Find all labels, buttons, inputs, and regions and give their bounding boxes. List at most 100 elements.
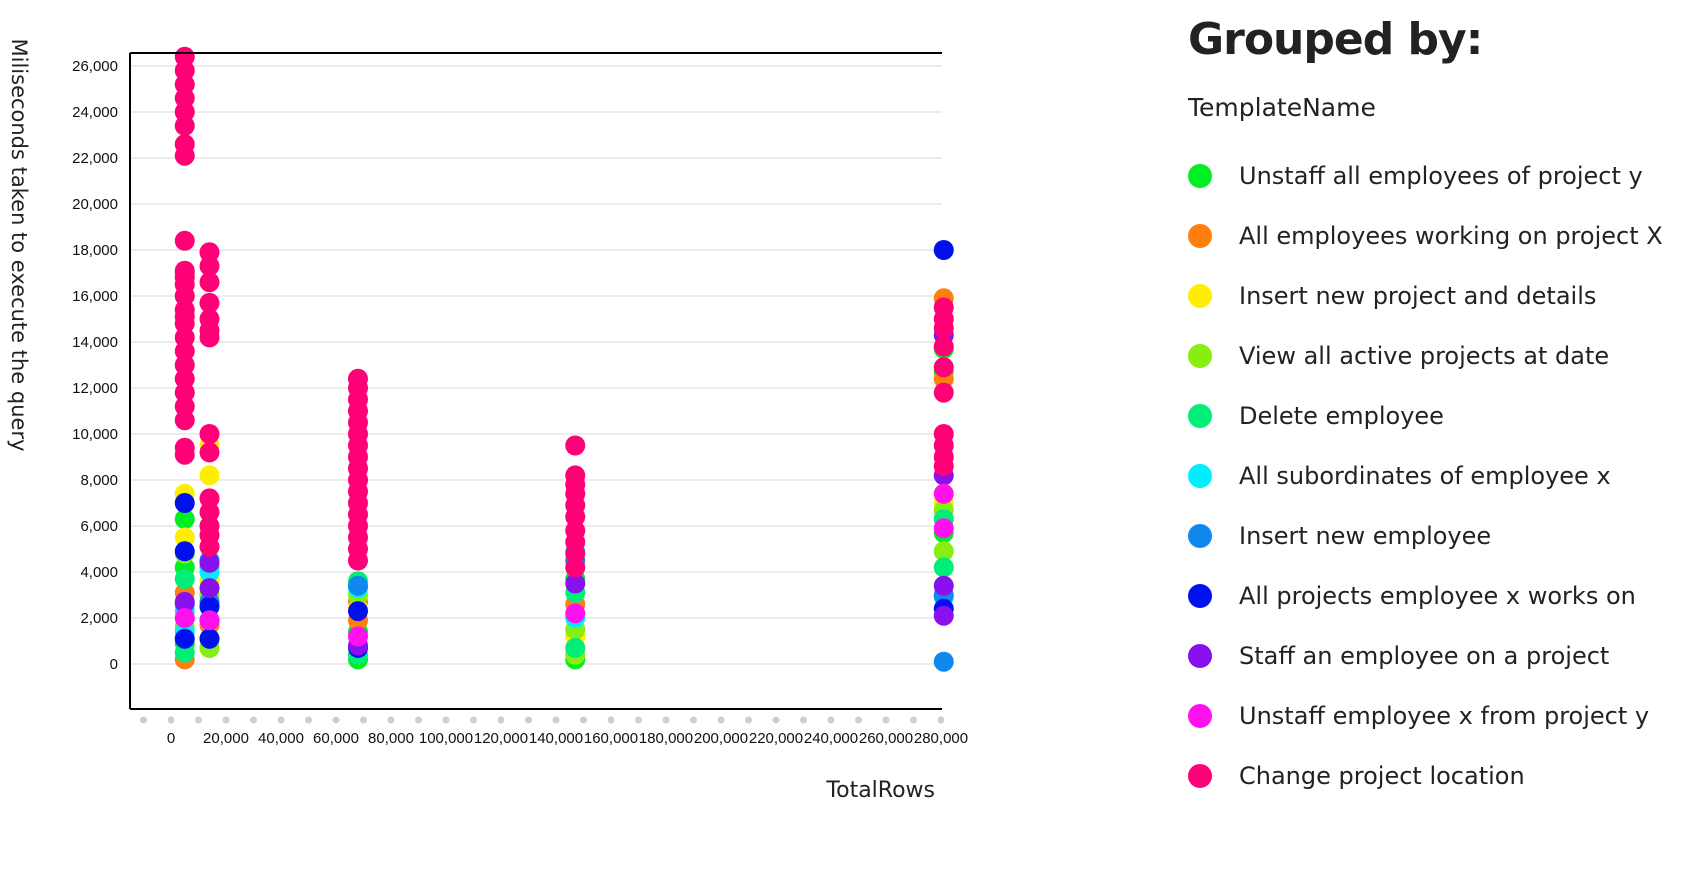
data-point (348, 601, 368, 622)
data-point (174, 230, 195, 251)
data-point (174, 341, 195, 362)
data-point (565, 435, 586, 456)
x-tick-label: 280,000 (914, 730, 968, 747)
data-point (933, 541, 954, 562)
data-point (174, 88, 195, 109)
x-tick-label: 220,000 (749, 730, 803, 747)
x-tick-dot (552, 716, 560, 724)
x-tick-dot (745, 716, 752, 724)
data-point (199, 536, 220, 557)
legend-swatch (1188, 644, 1212, 668)
x-tick-dot (277, 716, 285, 724)
legend-item[interactable]: Insert new employee (1188, 506, 1678, 566)
x-tick-dot (717, 716, 725, 724)
data-point (174, 60, 195, 81)
x-tick-label: 100,000 (419, 730, 473, 747)
x-tick-label: 40,000 (258, 730, 304, 747)
y-tick-label: 2,000 (80, 610, 118, 627)
legend-swatch (1188, 224, 1212, 248)
data-point (174, 286, 195, 306)
y-tick-label: 0 (110, 656, 118, 673)
data-point (174, 396, 195, 417)
x-tick-dot (222, 716, 230, 724)
series-group (174, 46, 954, 578)
legend-label: All projects employee x works on (1239, 582, 1636, 610)
y-tick-label: 18,000 (72, 242, 118, 259)
legend-swatch (1188, 404, 1212, 428)
grid-lines (130, 65, 942, 665)
data-point (933, 557, 954, 578)
data-point (565, 557, 586, 578)
legend-heading: Grouped by: (1188, 14, 1483, 65)
data-point (174, 382, 195, 403)
data-point (174, 74, 195, 95)
legend-item[interactable]: Unstaff employee x from project y (1188, 686, 1678, 746)
legend-label: Unstaff employee x from project y (1239, 702, 1650, 730)
series-group (174, 499, 954, 665)
y-tick-label: 8,000 (80, 472, 118, 489)
data-point (174, 591, 195, 612)
data-point (174, 541, 195, 562)
data-point (174, 493, 195, 513)
x-tick-dot (332, 716, 340, 724)
axes (129, 52, 942, 710)
data-point (565, 506, 586, 527)
x-tick-label: 180,000 (639, 730, 693, 747)
x-tick-label: 200,000 (694, 730, 748, 747)
legend-item[interactable]: Staff an employee on a project (1188, 626, 1678, 686)
series-group (174, 240, 954, 658)
legend: Grouped by: TemplateName Unstaff all emp… (1188, 14, 1678, 806)
legend-swatch (1188, 344, 1212, 368)
legend-item[interactable]: All projects employee x works on (1188, 566, 1678, 626)
legend-item[interactable]: Insert new project and details (1188, 266, 1678, 326)
data-point (348, 550, 368, 571)
legend-items: Unstaff all employees of project y All em… (1188, 146, 1678, 806)
series-group (174, 541, 954, 642)
data-point (174, 355, 195, 375)
x-tick-label: 120,000 (474, 730, 528, 747)
legend-swatch (1188, 164, 1212, 188)
x-tick-dot (827, 716, 835, 724)
x-tick-label: 20,000 (203, 730, 249, 747)
legend-label: Insert new employee (1239, 522, 1492, 550)
data-point (199, 552, 220, 573)
legend-label: All subordinates of employee x (1239, 462, 1611, 490)
legend-item[interactable]: Delete employee (1188, 386, 1678, 446)
x-tick-label: 160,000 (584, 730, 638, 747)
series-group (174, 435, 954, 647)
x-tick-dot (442, 716, 450, 724)
data-point (199, 272, 220, 293)
data-point (174, 327, 195, 348)
legend-swatch (1188, 704, 1212, 728)
x-axis-title: TotalRows (825, 778, 935, 803)
legend-item[interactable]: All employees working on project X (1188, 206, 1678, 266)
y-tick-label: 24,000 (72, 104, 118, 121)
legend-group-field: TemplateName (1188, 93, 1376, 122)
legend-item[interactable]: All subordinates of employee x (1188, 446, 1678, 506)
data-point (174, 642, 195, 663)
series-group (174, 509, 954, 665)
x-tick-dot (855, 716, 862, 724)
data-point (933, 240, 954, 260)
x-tick-dot (497, 716, 505, 724)
data-point (174, 568, 195, 589)
legend-item[interactable]: View all active projects at date (1188, 326, 1678, 386)
x-tick-dot (910, 716, 917, 724)
data-point (174, 628, 195, 649)
legend-label: All employees working on project X (1239, 222, 1663, 250)
x-tick-dot (937, 716, 945, 724)
series-group (174, 550, 954, 672)
legend-item[interactable]: Unstaff all employees of project y (1188, 146, 1678, 206)
x-tick-dot (140, 716, 147, 724)
data-point (174, 145, 195, 166)
legend-item[interactable]: Change project location (1188, 746, 1678, 806)
data-point (199, 424, 220, 444)
scatter-chart: 0 2,000 4,000 6,000 8,000 10,000 12,000 14,000 1… (7, 38, 968, 803)
legend-label: Delete employee (1239, 402, 1444, 430)
y-tick-label: 6,000 (80, 518, 118, 535)
data-point (199, 628, 220, 649)
legend-swatch (1188, 584, 1212, 608)
data-point (933, 518, 954, 539)
x-tick-dot (607, 716, 615, 724)
data-point (174, 368, 195, 389)
